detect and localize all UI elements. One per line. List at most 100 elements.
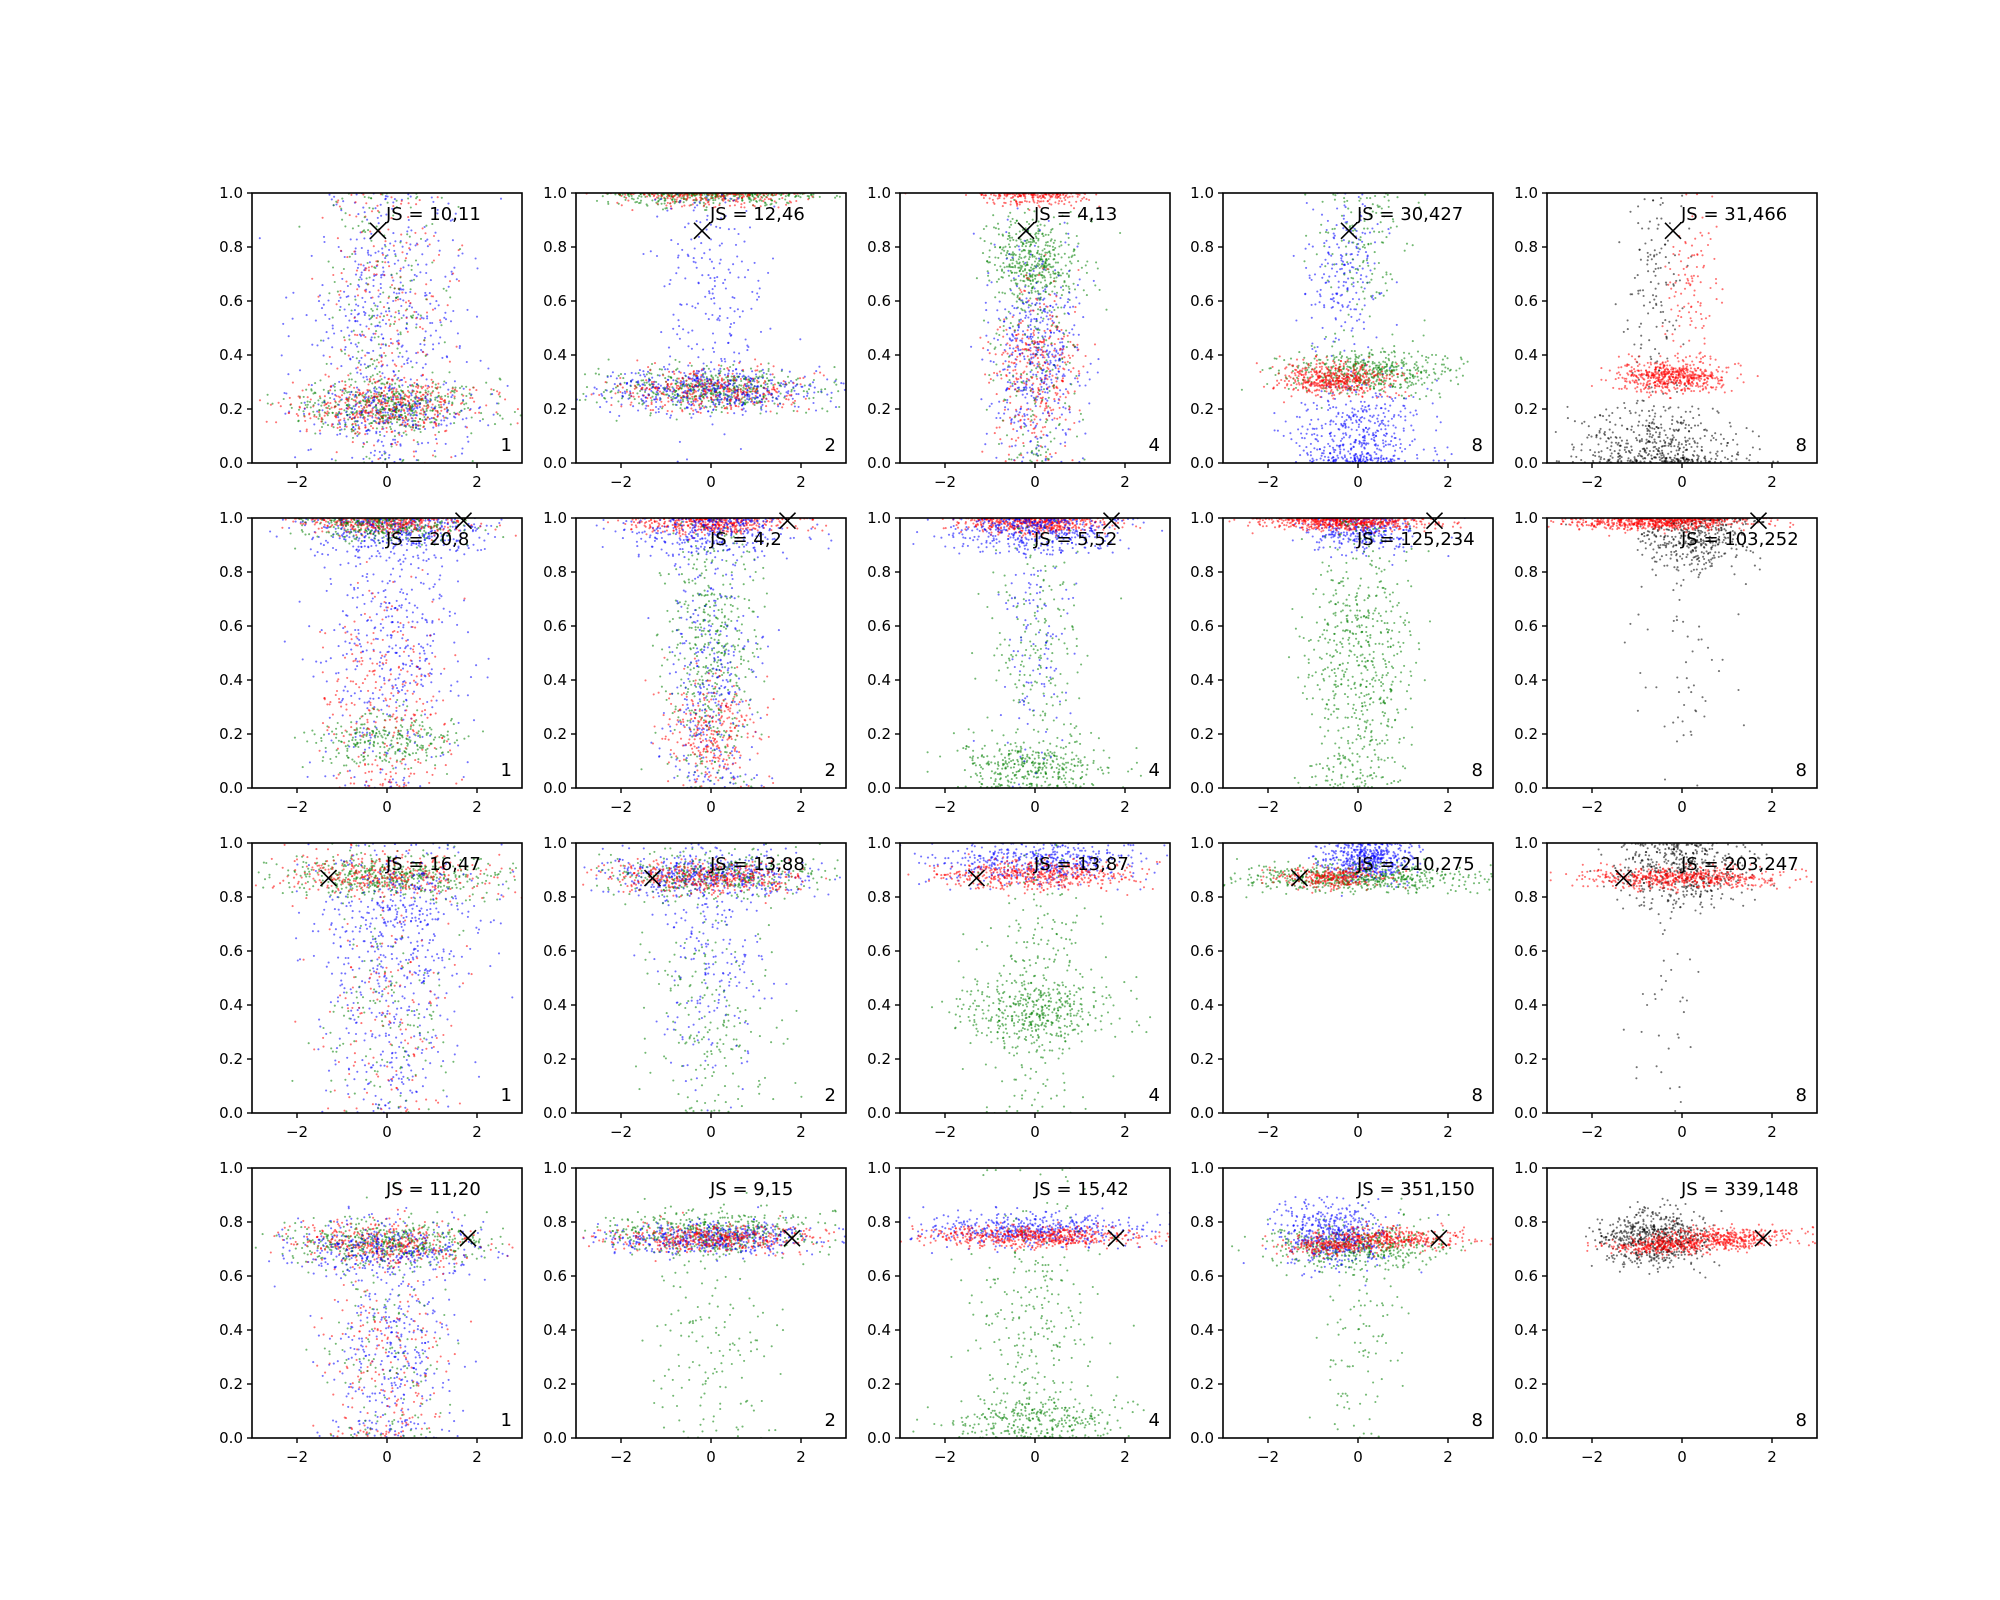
scatter-point [438, 249, 441, 252]
scatter-point [777, 390, 780, 393]
scatter-point [705, 376, 708, 379]
scatter-point [693, 385, 696, 389]
scatter-point [399, 333, 402, 336]
scatter-point [992, 214, 995, 217]
scatter-point [715, 225, 718, 228]
scatter-point [350, 391, 353, 394]
scatter-point [354, 391, 357, 394]
scatter-point [392, 403, 395, 406]
scatter-point [377, 222, 380, 225]
scatter-point [454, 212, 457, 215]
scatter-point [394, 406, 398, 409]
scatter-point [425, 378, 428, 381]
scatter-point [406, 362, 409, 365]
scatter-point [407, 264, 410, 267]
scatter-point [1067, 313, 1071, 316]
scatter-point [1067, 236, 1070, 239]
scatter-point [308, 400, 312, 404]
scatter-point [424, 396, 427, 400]
scatter-point [1023, 414, 1026, 417]
scatter-point [725, 399, 729, 402]
scatter-point [1056, 261, 1060, 264]
scatter-point [681, 398, 684, 401]
scatter-point [323, 400, 326, 404]
scatter-point [492, 388, 495, 392]
scatter-point [415, 406, 418, 409]
scatter-point [399, 444, 402, 447]
scatter-point [793, 389, 796, 392]
scatter-point [369, 397, 372, 400]
scatter-point [1054, 269, 1057, 272]
scatter-point [643, 375, 647, 378]
scatter-point [704, 392, 707, 395]
scatter-point [1048, 263, 1051, 266]
scatter-point [1008, 371, 1011, 374]
scatter-point [295, 412, 298, 416]
scatter-point [1029, 297, 1032, 300]
scatter-point [461, 244, 464, 247]
scatter-point [415, 403, 418, 406]
scatter-point [345, 435, 348, 438]
scatter-point [748, 394, 751, 397]
scatter-point [745, 376, 748, 379]
scatter-point [746, 378, 749, 381]
scatter-point [1038, 302, 1041, 305]
scatter-point [1032, 267, 1036, 270]
scatter-point [722, 394, 725, 397]
scatter-point [377, 422, 380, 425]
scatter-point [617, 374, 620, 377]
scatter-point [755, 200, 758, 203]
scatter-point [741, 199, 744, 202]
scatter-point [378, 321, 381, 324]
scatter-point [1027, 285, 1030, 288]
scatter-point [1011, 339, 1014, 342]
scatter-point [354, 400, 357, 403]
scatter-point [340, 350, 343, 353]
scatter-point [718, 195, 721, 198]
scatter-point [393, 416, 396, 419]
scatter-point [629, 390, 632, 393]
scatter-point [368, 314, 371, 317]
scatter-point [356, 430, 359, 433]
scatter-point [367, 249, 370, 252]
scatter-point [647, 380, 650, 383]
scatter-point [322, 339, 325, 342]
scatter-point [354, 428, 357, 431]
scatter-point [348, 385, 351, 388]
scatter-point [678, 360, 681, 363]
scatter-point [669, 207, 673, 210]
scatter-point [338, 422, 342, 426]
scatter-point [585, 386, 589, 389]
scatter-point [322, 388, 325, 391]
scatter-point [679, 199, 682, 202]
scatter-point [1004, 245, 1007, 248]
scatter-point [733, 392, 737, 395]
scatter-point [361, 394, 364, 397]
scatter-point [411, 411, 414, 415]
scatter-point [746, 393, 749, 396]
scatter-point [798, 377, 802, 380]
scatter-point [684, 389, 687, 392]
scatter-point [359, 363, 362, 366]
scatter-point [454, 412, 458, 415]
scatter-point [1054, 246, 1057, 250]
scatter-point [386, 402, 389, 405]
scatter-point [1003, 412, 1006, 415]
scatter-point [470, 416, 473, 419]
scatter-point [384, 411, 387, 414]
scatter-point [680, 197, 683, 200]
scatter-point [375, 427, 378, 430]
scatter-point [1047, 318, 1050, 321]
scatter-point [368, 364, 372, 367]
scatter-point [756, 292, 759, 295]
scatter-point [343, 255, 346, 259]
scatter-point [663, 196, 666, 199]
scatter-point [629, 403, 632, 406]
scatter-point [678, 325, 681, 328]
scatter-point [837, 390, 840, 393]
scatter-point [708, 193, 711, 196]
scatter-point [414, 396, 417, 399]
scatter-point [820, 388, 823, 391]
scatter-point [437, 253, 441, 256]
scatter-point [362, 457, 365, 460]
